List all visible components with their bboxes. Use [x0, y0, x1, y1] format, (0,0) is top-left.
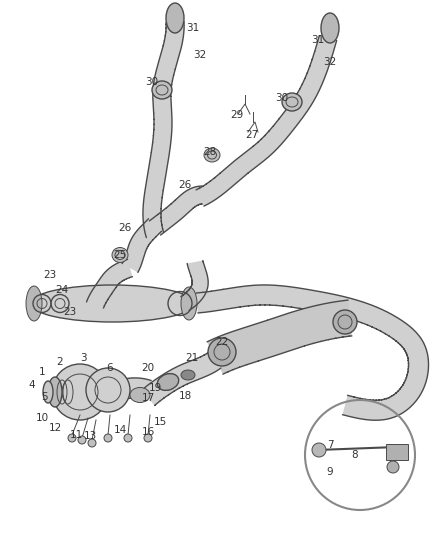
- Text: 20: 20: [141, 363, 155, 373]
- Polygon shape: [141, 352, 221, 406]
- Text: 6: 6: [107, 363, 113, 373]
- Text: 30: 30: [145, 77, 159, 87]
- Circle shape: [52, 364, 108, 420]
- Circle shape: [124, 434, 132, 442]
- Text: 11: 11: [69, 430, 83, 440]
- Circle shape: [104, 434, 112, 442]
- Text: 25: 25: [113, 250, 127, 260]
- Text: 1: 1: [39, 367, 45, 377]
- Ellipse shape: [282, 93, 302, 111]
- Polygon shape: [207, 300, 352, 374]
- Text: 30: 30: [276, 93, 289, 103]
- Ellipse shape: [166, 3, 184, 33]
- Text: 16: 16: [141, 427, 155, 437]
- Text: 21: 21: [185, 353, 198, 363]
- Ellipse shape: [181, 287, 197, 320]
- Text: 3: 3: [80, 353, 86, 363]
- Text: 29: 29: [230, 110, 244, 120]
- Polygon shape: [87, 260, 132, 308]
- Text: 13: 13: [83, 431, 97, 441]
- Polygon shape: [143, 21, 184, 238]
- Circle shape: [144, 434, 152, 442]
- Text: 12: 12: [48, 423, 62, 433]
- Text: 31: 31: [187, 23, 200, 33]
- Ellipse shape: [130, 387, 150, 402]
- Text: 10: 10: [35, 413, 49, 423]
- Polygon shape: [196, 36, 337, 206]
- Text: 18: 18: [178, 391, 192, 401]
- Text: 26: 26: [178, 180, 192, 190]
- Circle shape: [333, 310, 357, 334]
- Ellipse shape: [321, 13, 339, 43]
- Circle shape: [208, 338, 236, 366]
- Text: 14: 14: [113, 425, 127, 435]
- Polygon shape: [196, 285, 428, 420]
- Circle shape: [312, 443, 326, 457]
- Polygon shape: [122, 219, 162, 272]
- Text: 28: 28: [203, 147, 217, 157]
- Ellipse shape: [30, 285, 195, 322]
- Polygon shape: [95, 378, 151, 408]
- Text: 17: 17: [141, 393, 155, 403]
- FancyBboxPatch shape: [386, 444, 408, 460]
- Text: 8: 8: [352, 450, 358, 460]
- Text: 4: 4: [28, 380, 35, 390]
- Circle shape: [78, 436, 86, 444]
- Circle shape: [86, 368, 130, 412]
- Text: 27: 27: [245, 130, 258, 140]
- Text: 7: 7: [327, 440, 333, 450]
- Ellipse shape: [181, 370, 195, 380]
- Text: 32: 32: [193, 50, 207, 60]
- Ellipse shape: [152, 81, 172, 99]
- Ellipse shape: [204, 148, 220, 162]
- Text: 22: 22: [215, 337, 229, 347]
- Text: 15: 15: [153, 417, 166, 427]
- Circle shape: [88, 439, 96, 447]
- Text: 26: 26: [118, 223, 132, 233]
- Text: 5: 5: [41, 392, 47, 402]
- Text: 9: 9: [327, 467, 333, 477]
- Text: 32: 32: [323, 57, 337, 67]
- Text: 24: 24: [55, 285, 69, 295]
- Polygon shape: [149, 186, 202, 235]
- Ellipse shape: [112, 247, 128, 262]
- Circle shape: [68, 434, 76, 442]
- Text: 2: 2: [57, 357, 64, 367]
- Text: 23: 23: [64, 307, 77, 317]
- Ellipse shape: [157, 374, 179, 390]
- Ellipse shape: [26, 286, 42, 321]
- Polygon shape: [181, 261, 208, 310]
- Circle shape: [387, 461, 399, 473]
- Text: 31: 31: [311, 35, 325, 45]
- Text: 19: 19: [148, 383, 162, 393]
- Text: 23: 23: [43, 270, 57, 280]
- Ellipse shape: [43, 381, 53, 403]
- Ellipse shape: [48, 377, 62, 407]
